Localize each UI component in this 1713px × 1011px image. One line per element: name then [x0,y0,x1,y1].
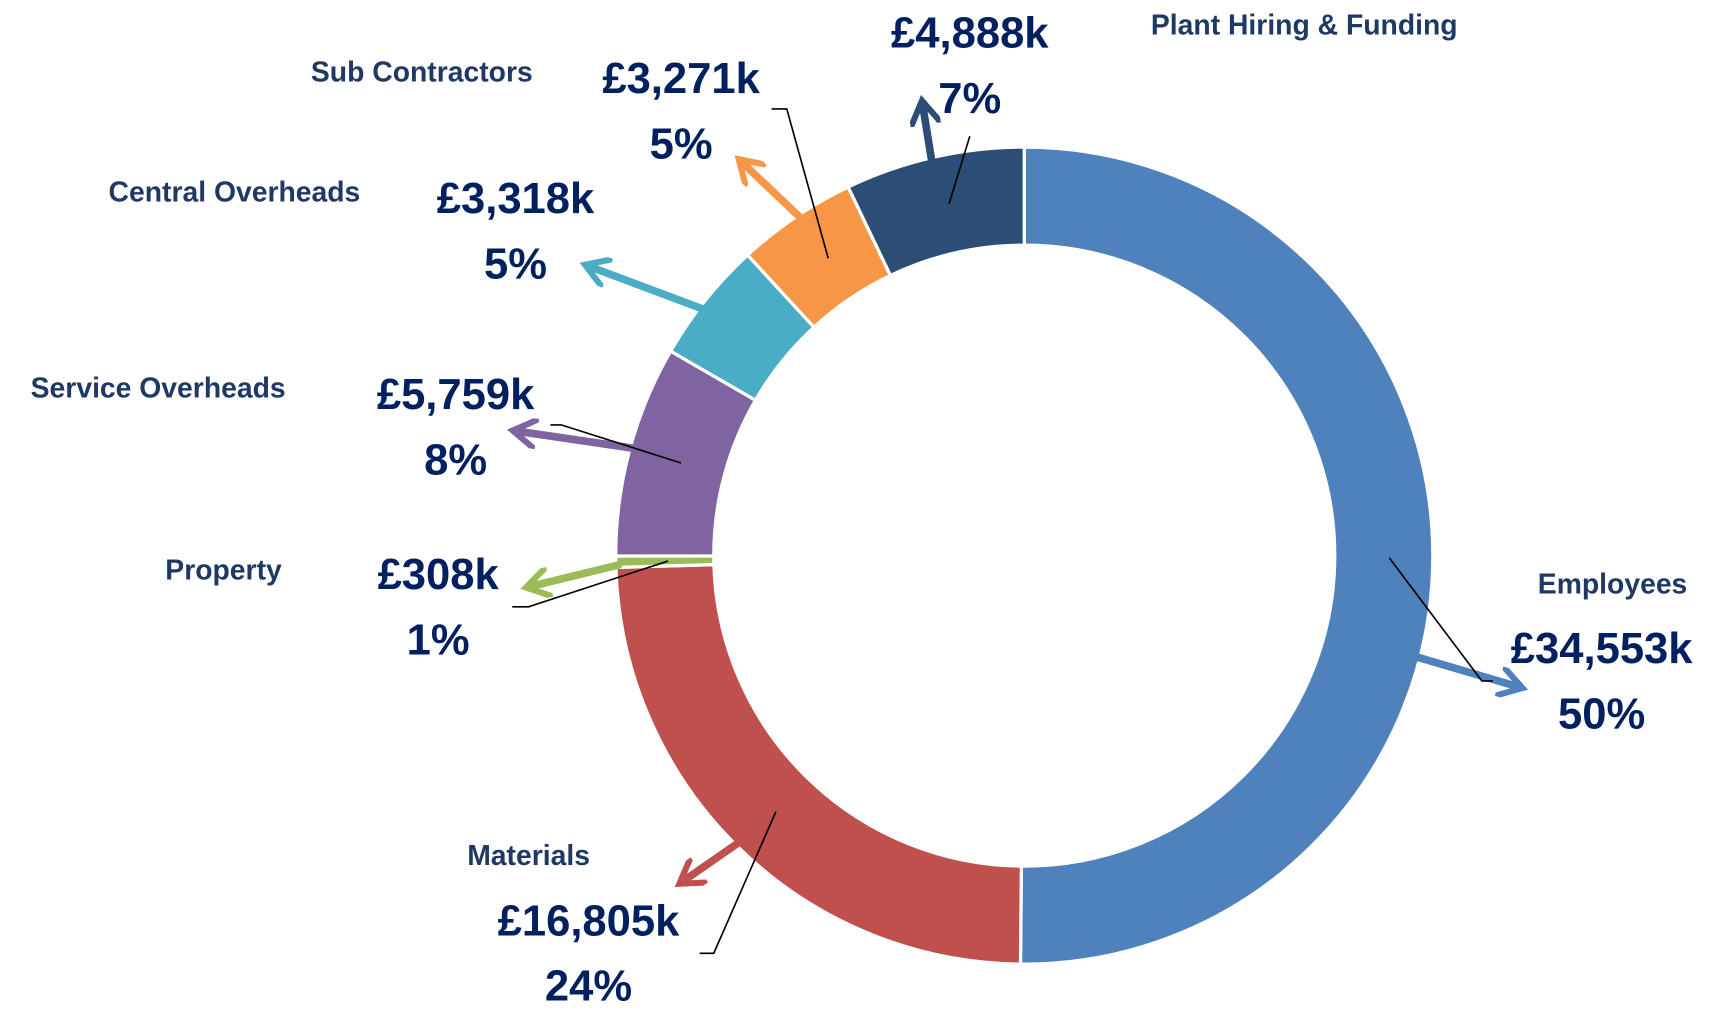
percent-label: 50% [1558,690,1645,738]
value-label: £34,553k [1511,625,1693,673]
leader-arrow [532,560,623,586]
leader-line [699,811,777,955]
donut-segment [845,145,1026,278]
category-label: Sub Contractors [311,57,533,89]
percent-label: 8% [424,437,487,485]
percent-label: 1% [407,616,470,664]
leader-line [771,108,829,259]
category-label: Service Overheads [31,373,286,405]
leader-arrow [1404,650,1517,687]
leader-line [948,135,971,204]
donut-segment [1018,145,1435,966]
value-label: £4,888k [891,9,1049,57]
category-label: Employees [1538,569,1688,601]
leader-arrow [591,267,723,320]
value-label: £3,271k [602,55,760,103]
leader-arrow [684,837,744,880]
leader-line [1388,557,1493,682]
percent-label: 24% [545,963,632,1011]
value-label: £5,759k [377,371,535,419]
value-label: £16,805k [498,897,680,945]
percent-label: 5% [650,121,713,169]
leader-arrow [743,163,810,227]
percent-label: 5% [484,240,547,288]
percent-label: 7% [938,75,1001,123]
category-label: Materials [467,840,590,872]
leader-line [550,424,682,464]
value-label: £3,318k [437,175,595,223]
leader-arrow [923,107,934,175]
category-label: Plant Hiring & Funding [1151,10,1458,42]
leader-arrow [519,431,668,457]
category-label: Central Overheads [109,176,361,208]
donut-segment [614,562,1024,966]
value-label: £308k [378,551,500,599]
category-label: Property [165,554,282,586]
leader-line [512,560,669,608]
